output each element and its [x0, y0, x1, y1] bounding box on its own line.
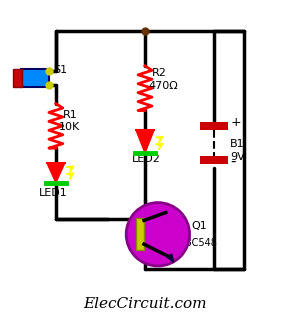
Text: R2: R2 [152, 68, 167, 78]
Text: 9V: 9V [230, 152, 245, 162]
Text: S1: S1 [53, 65, 67, 75]
Text: LED2: LED2 [132, 154, 161, 164]
Bar [13, 69, 22, 87]
Bar [136, 218, 144, 250]
Polygon shape [136, 130, 154, 153]
Circle shape [126, 203, 190, 266]
Text: B1: B1 [230, 139, 245, 149]
Bar [200, 122, 228, 130]
Text: ElecCircuit.com: ElecCircuit.com [83, 297, 207, 311]
Polygon shape [167, 254, 174, 262]
Text: 10K: 10K [59, 122, 80, 132]
Text: LED1: LED1 [39, 188, 68, 198]
Polygon shape [47, 163, 65, 183]
Text: 470Ω: 470Ω [148, 81, 178, 91]
Bar [200, 156, 228, 164]
Text: -: - [230, 154, 236, 168]
Text: Q1: Q1 [192, 221, 207, 231]
Text: R1: R1 [63, 110, 77, 120]
Text: BC548: BC548 [185, 238, 217, 248]
Bar [21, 69, 49, 87]
Text: +: + [230, 116, 241, 129]
